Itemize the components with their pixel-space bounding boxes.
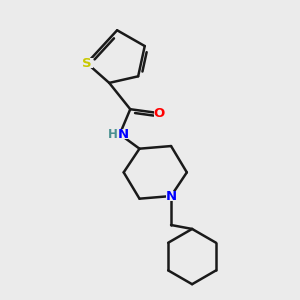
- Text: N: N: [166, 190, 177, 202]
- Bar: [166, 191, 176, 201]
- Bar: [111, 129, 128, 139]
- Bar: [154, 108, 164, 118]
- Text: O: O: [154, 107, 165, 120]
- Bar: [81, 58, 93, 68]
- Text: S: S: [82, 57, 92, 70]
- Text: N: N: [117, 128, 128, 141]
- Text: H: H: [107, 128, 117, 141]
